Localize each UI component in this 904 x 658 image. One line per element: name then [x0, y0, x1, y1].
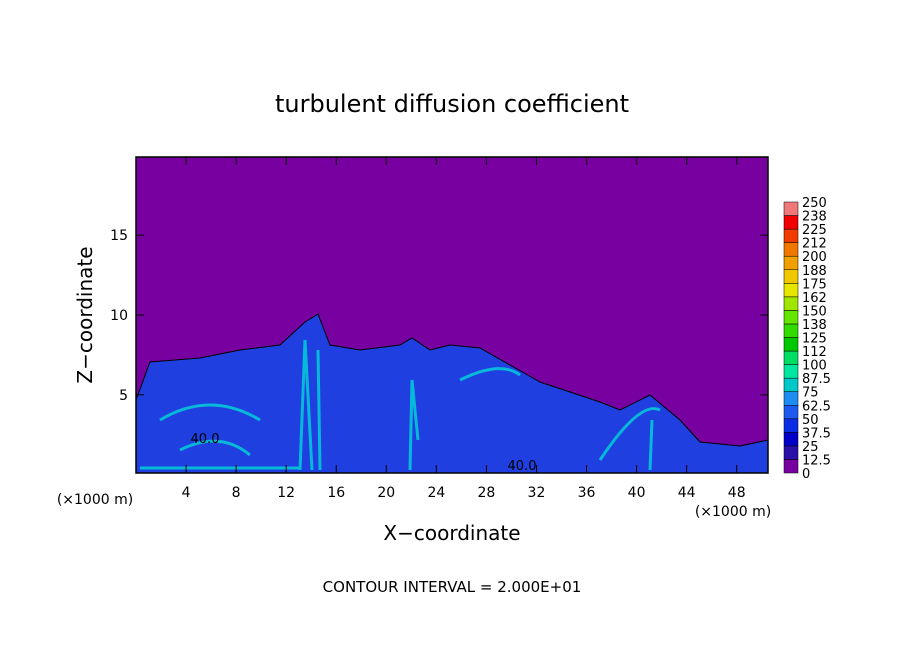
x-tick-label: 24: [427, 485, 445, 501]
colorbar-swatch: [783, 310, 799, 325]
colorbar-swatch: [783, 242, 799, 257]
x-unit-label: (×1000 m): [695, 504, 771, 520]
colorbar-swatch: [783, 323, 799, 338]
colorbar-label: 250: [802, 196, 827, 211]
colorbar-label: 225: [802, 223, 827, 238]
colorbar-label: 138: [802, 318, 827, 333]
colorbar-label: 100: [802, 359, 827, 374]
field-region: [135, 313, 769, 474]
x-tick-label: 8: [232, 485, 241, 501]
x-tick-label: 36: [578, 485, 596, 501]
colorbar-swatch: [783, 283, 799, 298]
chart-title: turbulent diffusion coefficient: [275, 90, 629, 118]
colorbar-swatch: [783, 391, 799, 406]
x-tick-label: 44: [678, 485, 696, 501]
x-tick-label: 16: [327, 485, 345, 501]
colorbar-swatch: [783, 228, 799, 243]
colorbar-label: 50: [802, 413, 819, 428]
colorbar-label: 12.5: [802, 453, 831, 468]
colorbar-label: 37.5: [802, 426, 831, 441]
x-tick-label: 32: [528, 485, 546, 501]
colorbar-swatch: [783, 445, 799, 460]
x-tick-label: 12: [277, 485, 295, 501]
colorbar-label: 175: [802, 277, 827, 292]
colorbar-swatch: [783, 350, 799, 365]
x-tick-label: 28: [478, 485, 496, 501]
field-streaks: [140, 339, 661, 471]
colorbar-label: 188: [802, 264, 827, 279]
y-tick-label: 10: [110, 308, 128, 324]
y-tick-label: 5: [119, 388, 128, 404]
footer: CONTOUR INTERVAL = 2.000E+01: [323, 578, 582, 596]
colorbar-label: 150: [802, 304, 827, 319]
y-axis-label: Z−coordinate: [73, 246, 97, 383]
x-axis-label: X−coordinate: [383, 521, 520, 545]
colorbar-label: 62.5: [802, 399, 831, 414]
colorbar-label: 238: [802, 210, 827, 225]
colorbar-label: 162: [802, 291, 827, 306]
colorbar-label: 212: [802, 237, 827, 252]
colorbar-swatch: [783, 432, 799, 447]
x-tick-label: 48: [728, 485, 746, 501]
colorbar-swatch: [783, 337, 799, 352]
colorbar-label: 0: [802, 467, 810, 482]
colorbar-label: 125: [802, 332, 827, 347]
colorbar-swatch: [783, 418, 799, 433]
colorbar-swatch: [783, 459, 799, 474]
colorbar-swatch: [783, 296, 799, 311]
colorbar-label: 25: [802, 440, 819, 455]
colorbar-swatch: [783, 364, 799, 379]
colorbar-label: 75: [802, 386, 819, 401]
y-unit-label: (×1000 m): [57, 492, 133, 508]
colorbar-swatch: [783, 215, 799, 230]
colorbar-swatch: [783, 405, 799, 420]
colorbar-swatch: [783, 255, 799, 271]
colorbar-label: 87.5: [802, 372, 831, 387]
x-tick-label: 4: [182, 485, 191, 501]
x-tick-label: 40: [628, 485, 646, 501]
x-tick-label: 20: [377, 485, 395, 501]
colorbar-swatch: [783, 201, 799, 216]
colorbar-swatch: [783, 377, 799, 392]
y-tick-label: 15: [110, 228, 128, 244]
colorbar-label: 112: [802, 345, 827, 360]
contour-label: 40.0: [508, 459, 537, 474]
contour-label: 40.0: [191, 432, 220, 447]
colorbar-label: 200: [802, 250, 827, 265]
colorbar-swatch: [783, 269, 799, 284]
